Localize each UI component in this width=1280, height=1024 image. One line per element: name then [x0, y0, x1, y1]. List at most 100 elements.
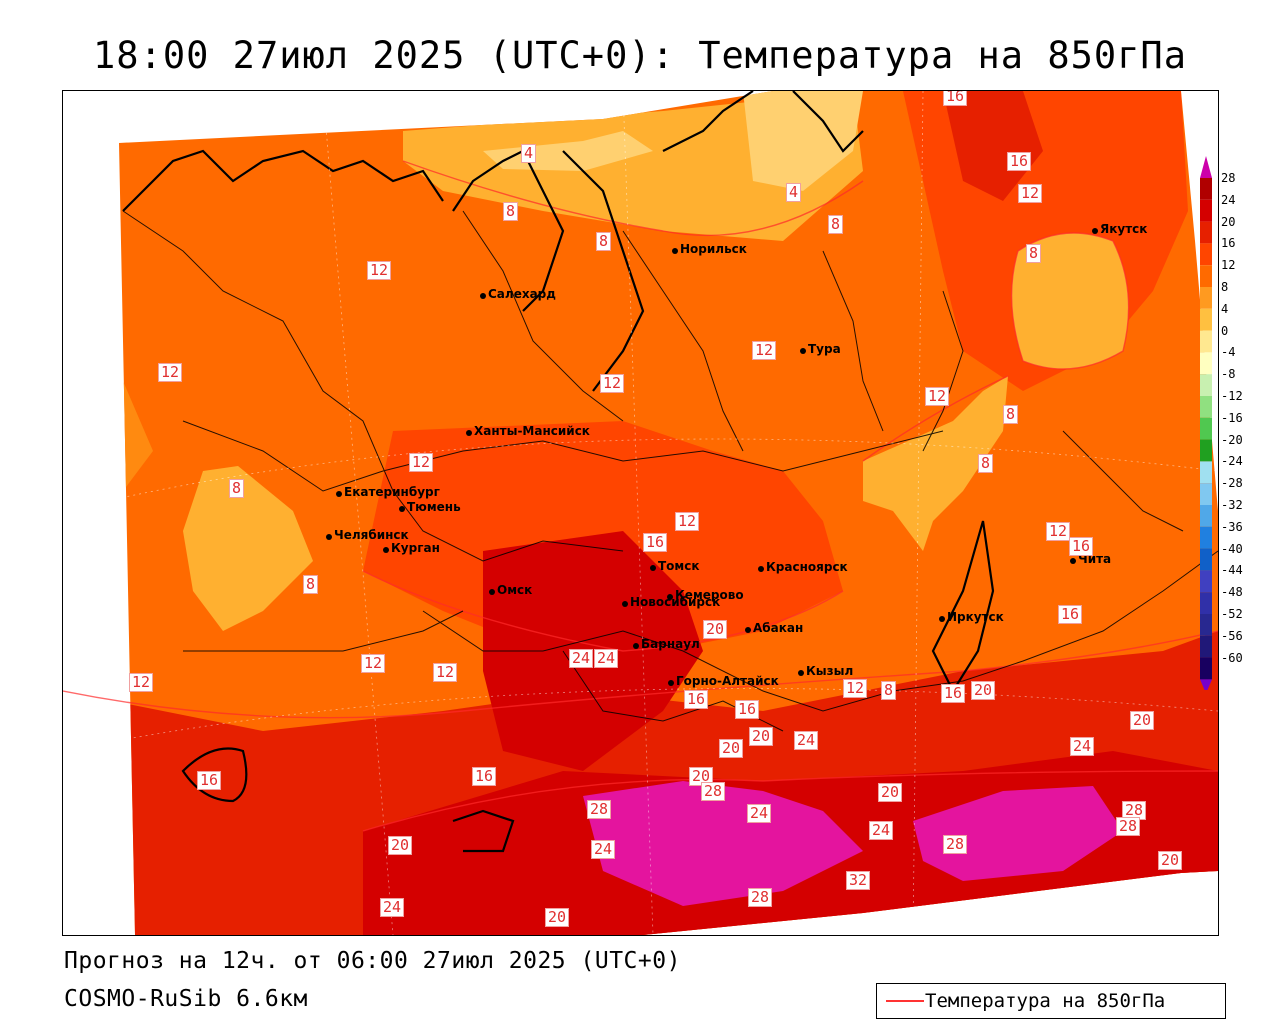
contour-value-label: 12	[843, 679, 868, 698]
model-info: COSMO-RuSib 6.6км	[64, 986, 308, 1012]
city-label: Якутск	[1100, 222, 1148, 236]
cold-zone-north-east	[743, 91, 863, 191]
city-label: Курган	[391, 541, 440, 555]
cool-zone-baikal	[863, 376, 1008, 551]
forecast-info: Прогноз на 12ч. от 06:00 27июл 2025 (UTC…	[64, 948, 681, 974]
contour-value-label: 24	[591, 840, 616, 859]
colorbar-cell	[1200, 439, 1212, 462]
contour-value-label: 32	[846, 871, 871, 890]
colorbar-tick-label: -48	[1221, 585, 1243, 600]
city-marker-icon	[650, 565, 656, 571]
contour-value-label: 16	[472, 767, 497, 786]
contour-value-label: 16	[1007, 152, 1032, 171]
contour-value-label: 20	[719, 739, 744, 758]
contour-value-label: 20	[971, 681, 996, 700]
city-label: Томск	[658, 559, 700, 573]
colorbar-cell	[1200, 614, 1212, 636]
colorbar-tick-label: 4	[1221, 301, 1229, 316]
city-label: Челябинск	[334, 528, 409, 542]
contour-value-label: 16	[1069, 537, 1094, 556]
contour-value-label: 8	[303, 575, 319, 594]
contour-value-label: 28	[701, 782, 726, 801]
colorbar-bottom-arrow	[1200, 679, 1212, 690]
contour-value-label: 12	[367, 261, 392, 280]
city-marker-icon	[466, 430, 472, 436]
city-marker-icon	[668, 680, 674, 686]
city-label: Тюмень	[407, 500, 461, 514]
contour-value-label: 24	[794, 731, 819, 750]
contour-value-label: 12	[675, 512, 700, 531]
contour-value-label: 24	[569, 649, 594, 668]
cool-zone-yakutsk	[1011, 233, 1129, 369]
colorbar-cell	[1200, 374, 1212, 396]
colorbar-cell	[1200, 570, 1212, 593]
colorbar-tick-label: -28	[1221, 476, 1243, 491]
city-label: Кызыл	[806, 664, 854, 678]
colorbar-tick-label: 0	[1221, 323, 1229, 338]
temperature-map: Норильск Якутск Салехард Тура Ханты-Мансийск…	[62, 90, 1219, 936]
colorbar-cell	[1200, 396, 1212, 418]
region-borders	[122, 210, 1218, 732]
contour-value-label: 20	[545, 908, 570, 927]
colorbar-tick-label: -60	[1221, 650, 1243, 665]
contour-value-label: 20	[388, 836, 413, 855]
colorbar-tick-label: -4	[1221, 345, 1236, 360]
contour-value-label: 28	[943, 835, 968, 854]
colorbar-tick-label: 12	[1221, 258, 1236, 273]
contour-value-label: 16	[684, 690, 709, 709]
colorbar-cell	[1200, 330, 1212, 353]
cool-zone-chelyabinsk	[183, 466, 313, 631]
contour-value-label: 24	[869, 821, 894, 840]
contour-value-label: 12	[129, 673, 154, 692]
contour-value-label: 12	[158, 363, 183, 382]
colorbar-cell	[1200, 461, 1212, 484]
contour-value-label: 16	[197, 771, 222, 790]
colorbar-cell	[1200, 505, 1212, 527]
city-marker-icon	[383, 547, 389, 553]
colorbar-tick-label: -16	[1221, 410, 1243, 425]
legend-label: Температура на 850гПа	[925, 990, 1166, 1012]
map-title: 18:00 27июл 2025 (UTC+0): Температура на…	[93, 34, 1187, 77]
contour-value-label: 28	[748, 888, 773, 907]
contour-value-label: 8	[1026, 244, 1042, 263]
city-marker-icon	[633, 643, 639, 649]
colorbar-tick-label: -20	[1221, 432, 1243, 447]
contour-value-label: 24	[594, 649, 619, 668]
colorbar-tick-label: 16	[1221, 236, 1236, 251]
colorbar-tick-label: -52	[1221, 607, 1243, 621]
city-label: Барнаул	[641, 637, 700, 651]
colorbar-cell	[1200, 526, 1212, 549]
colorbar-tick-label: 8	[1221, 280, 1229, 294]
contour-value-label: 16	[735, 700, 760, 719]
contour-value-label: 16	[941, 684, 966, 703]
extreme-zone-east	[913, 786, 1123, 881]
city-marker-icon	[1092, 228, 1098, 234]
contour-value-label: 12	[925, 387, 950, 406]
city-label: Норильск	[680, 242, 747, 256]
colorbar-cell	[1200, 635, 1212, 658]
contour-value-label: 8	[596, 232, 612, 251]
contour-value-label: 8	[503, 202, 519, 221]
contour-value-label: 28	[1122, 801, 1147, 820]
colorbar-tick-label: -8	[1221, 367, 1236, 382]
city-marker-icon	[326, 534, 332, 540]
city-label: Кемерово	[675, 588, 744, 602]
contour-value-label: 20	[1130, 711, 1155, 730]
contour-value-label: 12	[752, 341, 777, 360]
contour-value-label: 12	[1018, 184, 1043, 203]
contour-value-label: 16	[643, 533, 668, 552]
colorbar-cell	[1200, 352, 1212, 375]
city-label: Абакан	[753, 621, 804, 635]
contour-value-label: 4	[786, 183, 802, 202]
contour-value-label: 20	[703, 620, 728, 639]
city-label: Омск	[497, 583, 533, 597]
contour-value-label: 24	[747, 804, 772, 823]
contour-value-label: 8	[978, 454, 994, 473]
contour-value-label: 16	[1058, 605, 1083, 624]
contour-value-label: 20	[1158, 851, 1183, 870]
city-label: Иркутск	[947, 610, 1004, 624]
colorbar-cell	[1200, 308, 1212, 331]
colorbar-cell	[1200, 657, 1212, 680]
city-marker-icon	[758, 566, 764, 572]
city-label: Екатеринбург	[344, 485, 440, 499]
